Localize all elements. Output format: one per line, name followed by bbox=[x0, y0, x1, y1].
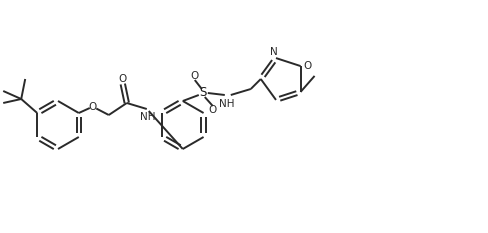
Text: O: O bbox=[303, 61, 311, 71]
Text: O: O bbox=[190, 71, 199, 81]
Text: NH: NH bbox=[140, 112, 155, 122]
Text: NH: NH bbox=[219, 99, 234, 109]
Text: S: S bbox=[199, 86, 206, 99]
Text: O: O bbox=[119, 74, 127, 84]
Text: O: O bbox=[88, 102, 97, 112]
Text: N: N bbox=[269, 47, 277, 57]
Text: O: O bbox=[208, 105, 217, 115]
